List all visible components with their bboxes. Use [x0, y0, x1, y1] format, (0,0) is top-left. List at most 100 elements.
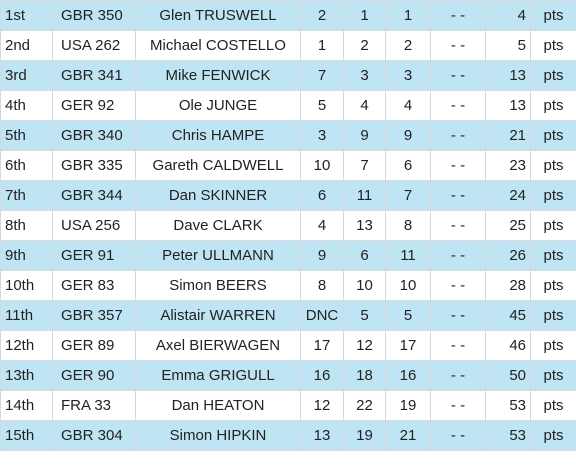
unit: pts	[530, 240, 576, 271]
sail-number: USA 256	[52, 210, 136, 241]
sailor-name: Simon BEERS	[135, 270, 301, 301]
race-3: 4	[385, 90, 431, 121]
result-row: 5th GBR 340 Chris HAMPE 3 9 9- -21 pts	[0, 120, 576, 151]
discard: - -	[430, 240, 486, 271]
total: 26	[485, 240, 531, 271]
rank: 8th	[0, 210, 53, 241]
race-2: 3	[343, 60, 386, 91]
discard: - -	[430, 300, 486, 331]
sailor-name: Michael COSTELLO	[135, 30, 301, 61]
discard: - -	[430, 390, 486, 421]
sailor-name: Peter ULLMANN	[135, 240, 301, 271]
race-1: 10	[300, 150, 344, 181]
unit: pts	[530, 360, 576, 391]
race-1: 9	[300, 240, 344, 271]
unit: pts	[530, 300, 576, 331]
race-2: 6	[343, 240, 386, 271]
sail-number: GER 83	[52, 270, 136, 301]
race-3: 8	[385, 210, 431, 241]
rank: 10th	[0, 270, 53, 301]
race-1: 3	[300, 120, 344, 151]
total: 13	[485, 60, 531, 91]
race-3: 1	[385, 0, 431, 31]
sail-number: GER 90	[52, 360, 136, 391]
rank: 6th	[0, 150, 53, 181]
race-3: 2	[385, 30, 431, 61]
total: 5	[485, 30, 531, 61]
sailor-name: Axel BIERWAGEN	[135, 330, 301, 361]
sailor-name: Simon HIPKIN	[135, 420, 301, 451]
race-2: 12	[343, 330, 386, 361]
discard: - -	[430, 60, 486, 91]
unit: pts	[530, 330, 576, 361]
race-1: 4	[300, 210, 344, 241]
result-row: 10th GER 83 Simon BEERS 8 10 10- -28 pts	[0, 270, 576, 301]
race-1: 7	[300, 60, 344, 91]
sail-number: GBR 350	[52, 0, 136, 31]
result-row: 3rd GBR 341 Mike FENWICK 7 3 3- -13 pts	[0, 60, 576, 91]
total: 21	[485, 120, 531, 151]
race-1: 17	[300, 330, 344, 361]
sailor-name: Dave CLARK	[135, 210, 301, 241]
race-2: 10	[343, 270, 386, 301]
total: 28	[485, 270, 531, 301]
race-3: 3	[385, 60, 431, 91]
race-3: 17	[385, 330, 431, 361]
race-2: 2	[343, 30, 386, 61]
unit: pts	[530, 150, 576, 181]
rank: 9th	[0, 240, 53, 271]
discard: - -	[430, 120, 486, 151]
discard: - -	[430, 360, 486, 391]
sail-number: GBR 340	[52, 120, 136, 151]
total: 53	[485, 390, 531, 421]
sail-number: GBR 335	[52, 150, 136, 181]
race-2: 22	[343, 390, 386, 421]
rank: 12th	[0, 330, 53, 361]
unit: pts	[530, 30, 576, 61]
race-3: 16	[385, 360, 431, 391]
sailor-name: Dan HEATON	[135, 390, 301, 421]
discard: - -	[430, 330, 486, 361]
result-row: 14th FRA 33 Dan HEATON 12 22 19- -53 pts	[0, 390, 576, 421]
sailor-name: Gareth CALDWELL	[135, 150, 301, 181]
total: 46	[485, 330, 531, 361]
unit: pts	[530, 420, 576, 451]
race-1: 5	[300, 90, 344, 121]
race-1: 8	[300, 270, 344, 301]
sail-number: GBR 344	[52, 180, 136, 211]
result-row: 1st GBR 350 Glen TRUSWELL 2 1 1- -4 pts	[0, 0, 576, 31]
race-1: 12	[300, 390, 344, 421]
sail-number: GER 91	[52, 240, 136, 271]
discard: - -	[430, 150, 486, 181]
sail-number: GBR 357	[52, 300, 136, 331]
sail-number: GBR 341	[52, 60, 136, 91]
race-2: 5	[343, 300, 386, 331]
result-row: 8th USA 256 Dave CLARK 4 13 8- -25 pts	[0, 210, 576, 241]
race-1: 13	[300, 420, 344, 451]
race-1: 6	[300, 180, 344, 211]
rank: 2nd	[0, 30, 53, 61]
race-2: 11	[343, 180, 386, 211]
race-3: 9	[385, 120, 431, 151]
race-2: 7	[343, 150, 386, 181]
discard: - -	[430, 420, 486, 451]
discard: - -	[430, 270, 486, 301]
unit: pts	[530, 270, 576, 301]
rank: 1st	[0, 0, 53, 31]
race-3: 10	[385, 270, 431, 301]
unit: pts	[530, 120, 576, 151]
unit: pts	[530, 180, 576, 211]
race-3: 21	[385, 420, 431, 451]
total: 53	[485, 420, 531, 451]
sailor-name: Glen TRUSWELL	[135, 0, 301, 31]
sailor-name: Chris HAMPE	[135, 120, 301, 151]
sailor-name: Mike FENWICK	[135, 60, 301, 91]
sailor-name: Emma GRIGULL	[135, 360, 301, 391]
race-3: 11	[385, 240, 431, 271]
rank: 5th	[0, 120, 53, 151]
discard: - -	[430, 180, 486, 211]
result-row: 11th GBR 357 Alistair WARREN DNC 5 5- -45 pts	[0, 300, 576, 331]
unit: pts	[530, 210, 576, 241]
sail-number: FRA 33	[52, 390, 136, 421]
